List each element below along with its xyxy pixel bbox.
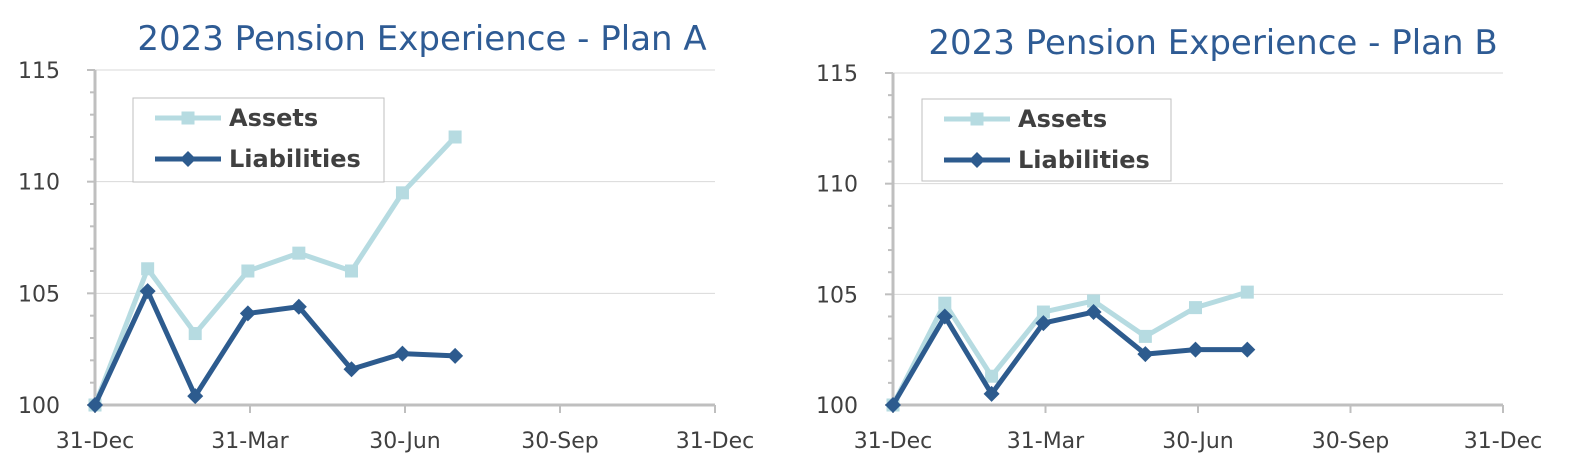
y-tick-label: 115 [18,59,60,84]
x-tick-label: 31-Dec [1464,429,1543,454]
liabilities-marker [187,388,204,405]
assets-marker [344,264,358,278]
liabilities-marker [239,305,256,322]
liabilities-marker [447,347,464,364]
y-tick-label: 110 [816,173,858,198]
legend-label-liabilities: Liabilities [1018,146,1150,174]
y-tick-label: 105 [816,283,858,308]
assets-marker [985,369,999,383]
assets-marker [938,296,952,310]
legend-marker-liabilities [180,151,196,167]
chart-title: 2023 Pension Experience - Plan A [137,19,706,59]
liabilities-marker [1085,304,1102,321]
x-tick-label: 31-Mar [1007,429,1085,454]
assets-marker [292,246,306,260]
liabilities-marker [1187,341,1204,358]
x-tick-label: 31-Dec [854,429,933,454]
legend-label-assets: Assets [1018,105,1107,133]
series-line-assets [92,135,457,406]
legend-marker-assets [181,111,195,125]
legend-marker-liabilities [969,152,985,168]
series-line-liabilities [890,309,1248,407]
chart-plan-a: 2023 Pension Experience - Plan A 100 105 11… [18,19,755,454]
assets-marker [1240,285,1254,299]
liabilities-marker [394,345,411,362]
x-tick-label: 30-Jun [1162,429,1234,454]
x-tick-label: 31-Dec [676,429,755,454]
chart-plan-b: 2023 Pension Experience - Plan B 100 105 11… [816,23,1543,454]
liabilities-marker [936,308,953,325]
legend-label-assets: Assets [229,104,318,132]
y-tick-label: 115 [816,62,858,87]
liabilities-marker [983,385,1000,402]
y-tick-label: 100 [18,394,60,419]
liabilities-marker [87,397,103,413]
x-tick-label: 31-Mar [211,429,289,454]
legend-box [132,97,385,183]
assets-marker [395,186,409,200]
liabilities-marker [139,283,156,300]
x-tick-label: 30-Sep [521,429,598,454]
series-line-liabilities [92,288,456,407]
assets-marker [1188,301,1202,315]
legend-box [921,98,1172,182]
liabilities-marker [885,397,901,413]
assets-marker [1138,329,1152,343]
liabilities-marker [343,361,360,378]
legend-marker-assets [970,112,984,126]
x-tick-label: 30-Sep [1312,429,1389,454]
legend-label-liabilities: Liabilities [229,145,361,173]
y-tick-label: 100 [816,394,858,419]
liabilities-marker [290,298,307,315]
liabilities-marker [1035,315,1052,332]
assets-marker [141,262,155,276]
liabilities-marker [1137,346,1154,363]
x-tick-label: 31-Dec [56,429,135,454]
liabilities-marker [1239,341,1256,358]
chart-title: 2023 Pension Experience - Plan B [928,23,1497,63]
assets-marker [1087,294,1101,308]
chart-panel-plan-b: 2023 Pension Experience - Plan B 100 105 11… [788,0,1576,470]
y-tick-label: 110 [18,171,60,196]
assets-marker [448,130,462,144]
chart-panel-plan-a: 2023 Pension Experience - Plan A 100 105 11… [18,19,755,454]
x-tick-label: 30-Jun [369,429,441,454]
assets-marker [1036,305,1050,319]
series-line-assets [890,289,1249,407]
assets-marker [241,264,255,278]
assets-marker [188,327,202,341]
y-tick-label: 105 [18,282,60,307]
